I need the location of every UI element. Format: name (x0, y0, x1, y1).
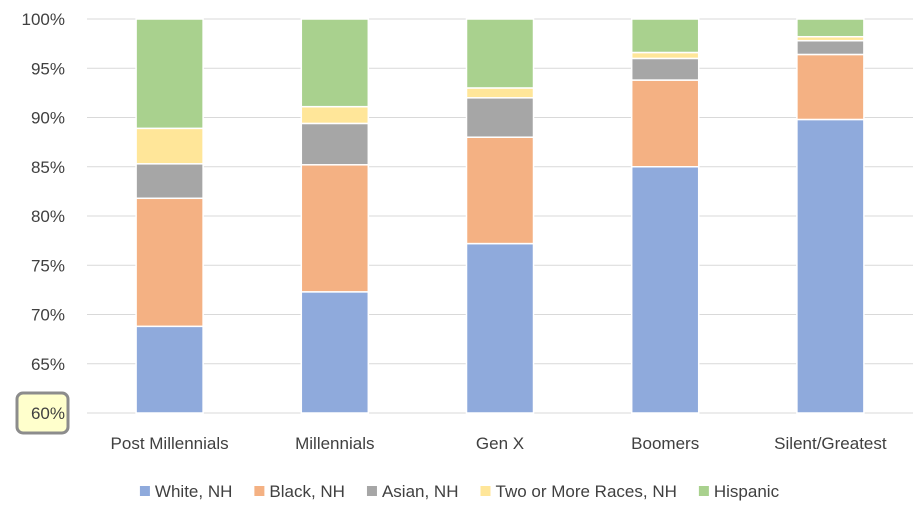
bar-segment-hispanic-gen-x (465, 18, 535, 89)
bar-segment-white-nh-post-millennials (135, 325, 204, 414)
bar-segment-two-or-more-races-nh-millennials (300, 105, 370, 125)
legend-label-hispanic: Hispanic (714, 482, 780, 501)
y-tick-label: 75% (31, 256, 65, 275)
x-tick-label: Silent/Greatest (774, 434, 887, 453)
bar-segment-hispanic-millennials (300, 18, 370, 108)
bar-segment-black-nh-gen-x (465, 136, 535, 245)
legend-label-black-nh: Black, NH (269, 482, 345, 501)
y-tick-label: 100% (22, 10, 65, 29)
x-tick-label: Gen X (476, 434, 524, 453)
y-tick-label: 90% (31, 109, 65, 128)
bar-segment-asian-nh-boomers (630, 57, 700, 81)
y-tick-label: 70% (31, 306, 65, 325)
bar-segment-white-nh-gen-x (465, 242, 535, 414)
legend-swatch-two-or-more-races-nh (480, 486, 491, 496)
legend-swatch-black-nh (254, 486, 265, 496)
bar-segment-two-or-more-races-nh-boomers (630, 51, 700, 60)
bar-segment-hispanic-boomers (630, 18, 700, 54)
bar-segment-white-nh-silent-greatest (796, 118, 865, 414)
legend-label-asian-nh: Asian, NH (382, 482, 459, 501)
bar-segment-black-nh-boomers (630, 79, 700, 168)
bar-segment-asian-nh-millennials (300, 122, 370, 166)
y-tick-label: 60% (31, 404, 65, 423)
highlighted-tick-box (15, 391, 70, 435)
bar-segment-hispanic-post-millennials (135, 18, 204, 130)
y-tick-label: 65% (31, 355, 65, 374)
legend-label-white-nh: White, NH (155, 482, 232, 501)
legend-swatch-asian-nh (366, 486, 377, 496)
bar-segment-hispanic-silent-greatest (796, 18, 865, 38)
legend-swatch-hispanic (698, 486, 709, 496)
bar-segment-two-or-more-races-nh-post-millennials (135, 127, 204, 165)
bar-segment-white-nh-boomers (630, 166, 700, 414)
bar-segment-asian-nh-silent-greatest (796, 39, 865, 56)
bar-segment-white-nh-millennials (300, 291, 370, 414)
bar-segment-black-nh-millennials (300, 164, 370, 293)
x-tick-label: Post Millennials (111, 434, 229, 453)
bar-segment-black-nh-silent-greatest (796, 53, 865, 121)
legend-swatch-white-nh (139, 486, 150, 496)
x-tick-label: Millennials (295, 434, 374, 453)
bar-segment-black-nh-post-millennials (135, 197, 204, 328)
y-tick-label: 80% (31, 207, 65, 226)
bar-segment-asian-nh-post-millennials (135, 163, 204, 200)
y-tick-label: 85% (31, 158, 65, 177)
legend-label-two-or-more-races-nh: Two or More Races, NH (495, 482, 676, 501)
legend: White, NH Black, NH Asian, NH Two or More R… (139, 482, 780, 501)
bar-segment-asian-nh-gen-x (465, 97, 535, 138)
bar-segment-two-or-more-races-nh-gen-x (465, 87, 535, 99)
x-tick-label: Boomers (631, 434, 699, 453)
y-tick-label: 95% (31, 59, 65, 78)
